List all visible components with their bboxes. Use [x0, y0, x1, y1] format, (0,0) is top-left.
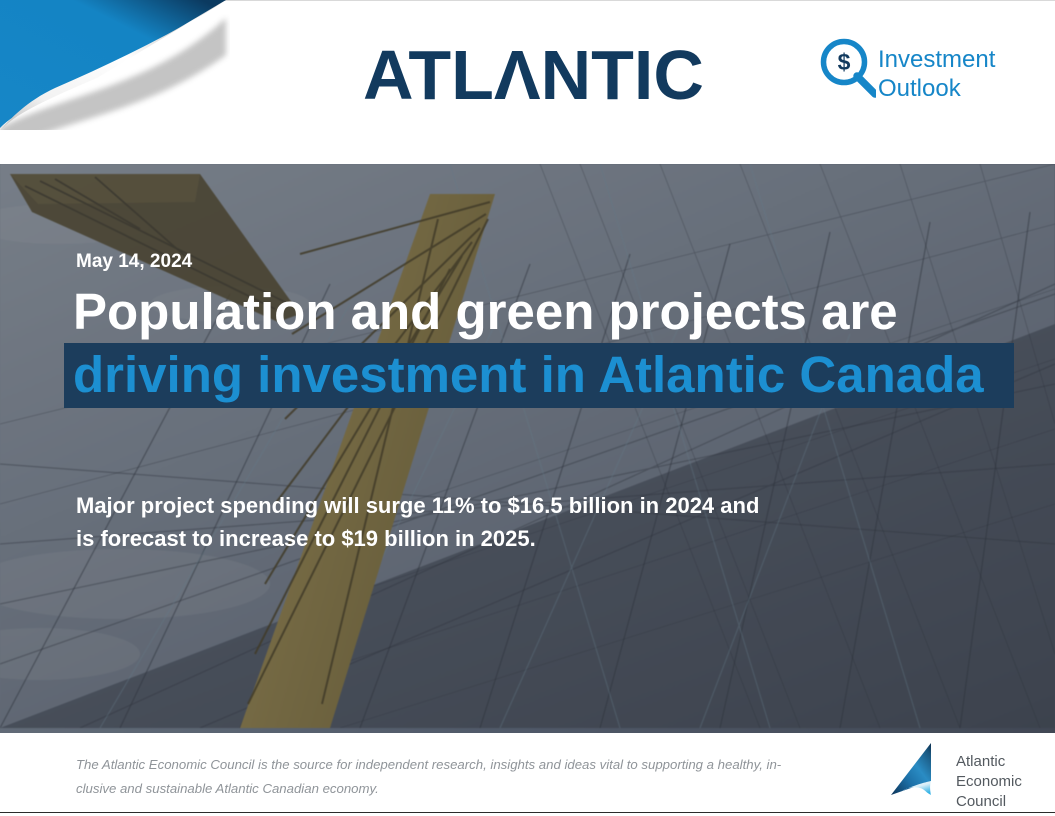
svg-text:$: $ — [838, 49, 851, 75]
